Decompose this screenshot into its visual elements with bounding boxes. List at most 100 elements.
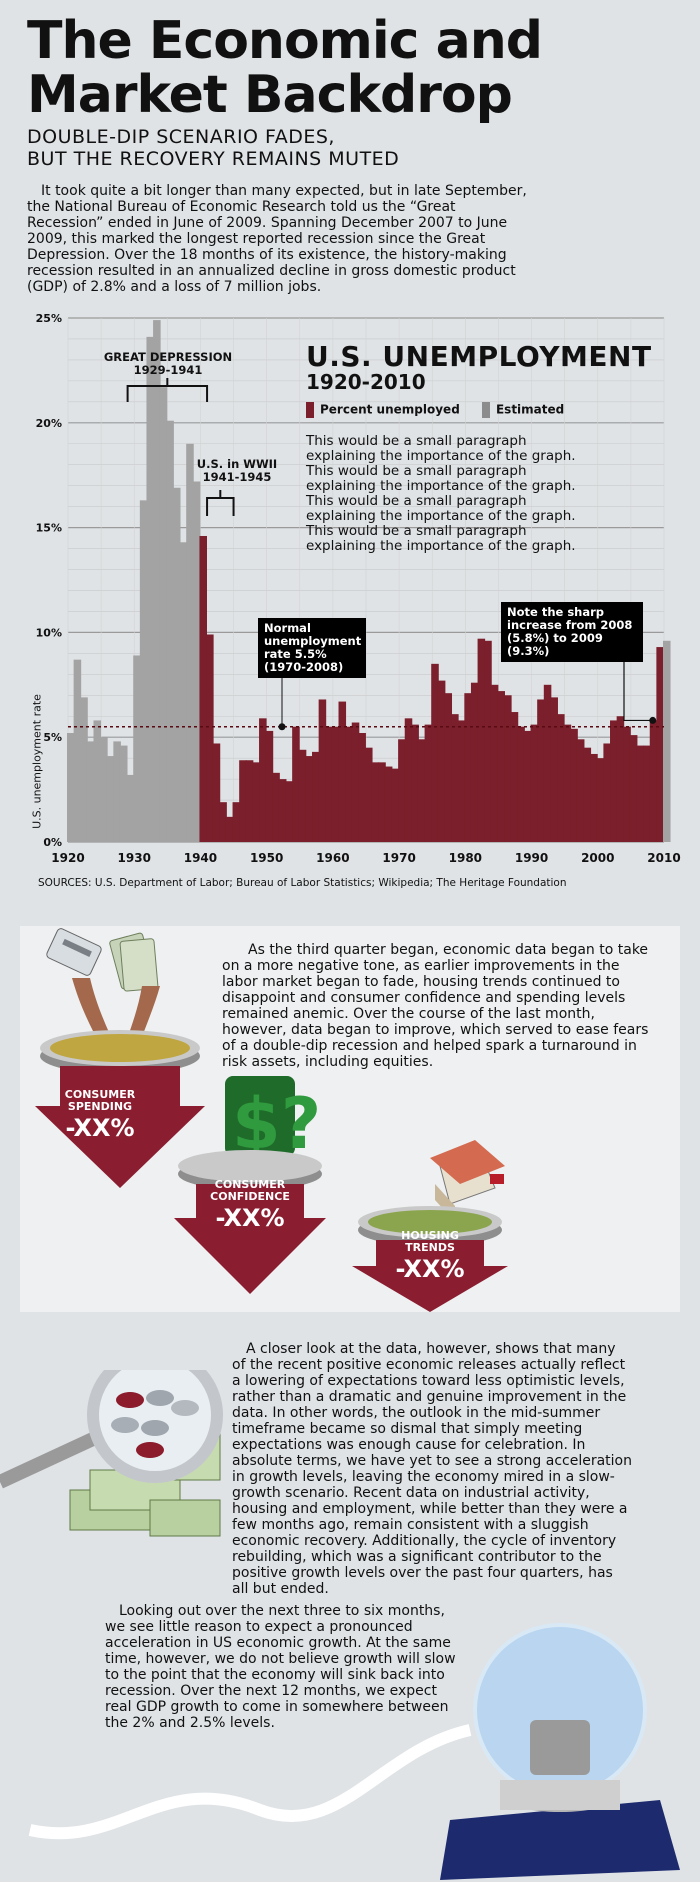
chart-bar (596, 758, 605, 842)
chart-bar (457, 720, 466, 842)
y-axis-label: U.S. unemployment rate (30, 694, 44, 829)
chart-bar (504, 695, 512, 842)
chart-bar (464, 693, 472, 842)
chart-bar (225, 816, 234, 842)
chart-bar (484, 640, 492, 842)
chart-bar (563, 724, 572, 842)
section3-paragraph: A closer look at the data, however, show… (232, 1341, 632, 1597)
bracket-wwii (206, 490, 235, 516)
chart-bar (391, 768, 400, 842)
chart-bar (119, 745, 128, 842)
chart-bar (259, 718, 267, 842)
chart-bar (371, 762, 380, 842)
y-tick-label: 25% (36, 312, 62, 325)
x-tick-label: 1970 (382, 851, 415, 865)
chart-bar (239, 760, 247, 842)
ticker-tape-icon (28, 1724, 472, 1840)
chart-bar (278, 779, 287, 842)
chart-sources: SOURCES: U.S. Department of Labor; Burea… (38, 877, 567, 889)
chart-bar (298, 749, 307, 842)
chart-title: U.S. UNEMPLOYMENT (306, 340, 652, 373)
chart-bar (550, 697, 558, 842)
chart-bar (325, 726, 333, 842)
bracket-great-depression (126, 378, 209, 402)
x-tick-label: 1940 (184, 851, 217, 865)
chart-bar (365, 747, 373, 842)
section4-paragraph: Looking out over the next three to six m… (105, 1603, 456, 1731)
section2-paragraph: As the third quarter began, economic dat… (222, 942, 649, 1070)
chart-bar (398, 739, 406, 842)
chart-bar (80, 697, 88, 842)
chart-bar (100, 737, 108, 842)
spending-value: -XX% (65, 1114, 135, 1142)
legend-swatch-percent (306, 402, 314, 418)
chart-bar (179, 542, 188, 842)
chart-bar (206, 634, 214, 842)
chart-bar (417, 739, 426, 842)
chart-bar (351, 722, 360, 842)
chart-bar (384, 766, 393, 842)
chart-bar (411, 724, 419, 842)
chart-bar (292, 726, 300, 842)
chart-bar (490, 684, 499, 842)
chart-bar (345, 726, 353, 842)
label-line: CONSUMER (214, 1178, 286, 1191)
chart-bar (590, 753, 598, 842)
chart-bar (616, 716, 625, 842)
label-line: CONFIDENCE (210, 1190, 290, 1203)
annotation-text: 1941-1945 (202, 470, 272, 484)
house-icon (430, 1140, 505, 1222)
chart-bar (477, 638, 486, 842)
housing-value: -XX% (395, 1255, 465, 1283)
magnifier-illustration (0, 1370, 223, 1537)
ticker-machine (530, 1720, 590, 1775)
x-tick-label: 1920 (51, 851, 84, 865)
chart-bar (510, 712, 519, 842)
label-line: HOUSING (401, 1229, 459, 1242)
annotation-text: 1929-1941 (133, 363, 203, 377)
chart-bar (623, 726, 631, 842)
chart-bar (106, 756, 115, 842)
annotation-wwii: U.S. in WWII 1941-1945 (192, 458, 282, 484)
chart-bar (146, 336, 155, 842)
chart-bar (656, 647, 664, 842)
chart-bar (431, 663, 439, 842)
chart-bar (570, 728, 578, 842)
chart-bar (603, 743, 611, 842)
chart-bar (186, 443, 194, 842)
chart-bar (159, 387, 168, 842)
chart-bar (629, 735, 638, 842)
chart-bar (133, 655, 141, 842)
chart-bar (636, 745, 645, 842)
y-tick-label: 0% (43, 836, 62, 849)
x-tick-label: 1990 (515, 851, 548, 865)
chart-bar (517, 726, 525, 842)
magnifier-handle (0, 1431, 98, 1489)
subtitle-line: DOUBLE-DIP SCENARIO FADES, (27, 126, 335, 148)
chart-bar (318, 699, 327, 842)
callout-connector (623, 650, 653, 722)
chart-bar (265, 730, 274, 842)
pedestal-spending (35, 1030, 205, 1188)
coins-icon (111, 1390, 199, 1458)
callout-normal-rate: Normal unemployment rate 5.5% (1970-2008… (258, 618, 366, 678)
chart-bar (404, 718, 413, 842)
pedestal-housing (352, 1206, 508, 1312)
confidence-value: -XX% (215, 1204, 285, 1232)
label-line: SPENDING (67, 1100, 133, 1113)
chart-bar (192, 481, 201, 842)
chart-bar (199, 535, 207, 842)
unemployment-chart: 0% 5% 10% 15% 20% 25% 1920 1930 1940 1950 1960 1970… (0, 300, 700, 900)
pedestal-confidence (174, 1150, 326, 1294)
chart-bar (73, 659, 82, 842)
cash-icon (109, 932, 159, 992)
chart-bar (444, 693, 453, 842)
housing-label: HOUSING TRENDS -XX% (380, 1230, 480, 1284)
chart-bar (358, 733, 366, 842)
chart-bar (424, 724, 433, 842)
annotation-text: GREAT DEPRESSION (103, 350, 233, 364)
chart-bar (245, 760, 254, 842)
chart-bar (643, 745, 651, 842)
x-tick-label: 2000 (581, 851, 614, 865)
